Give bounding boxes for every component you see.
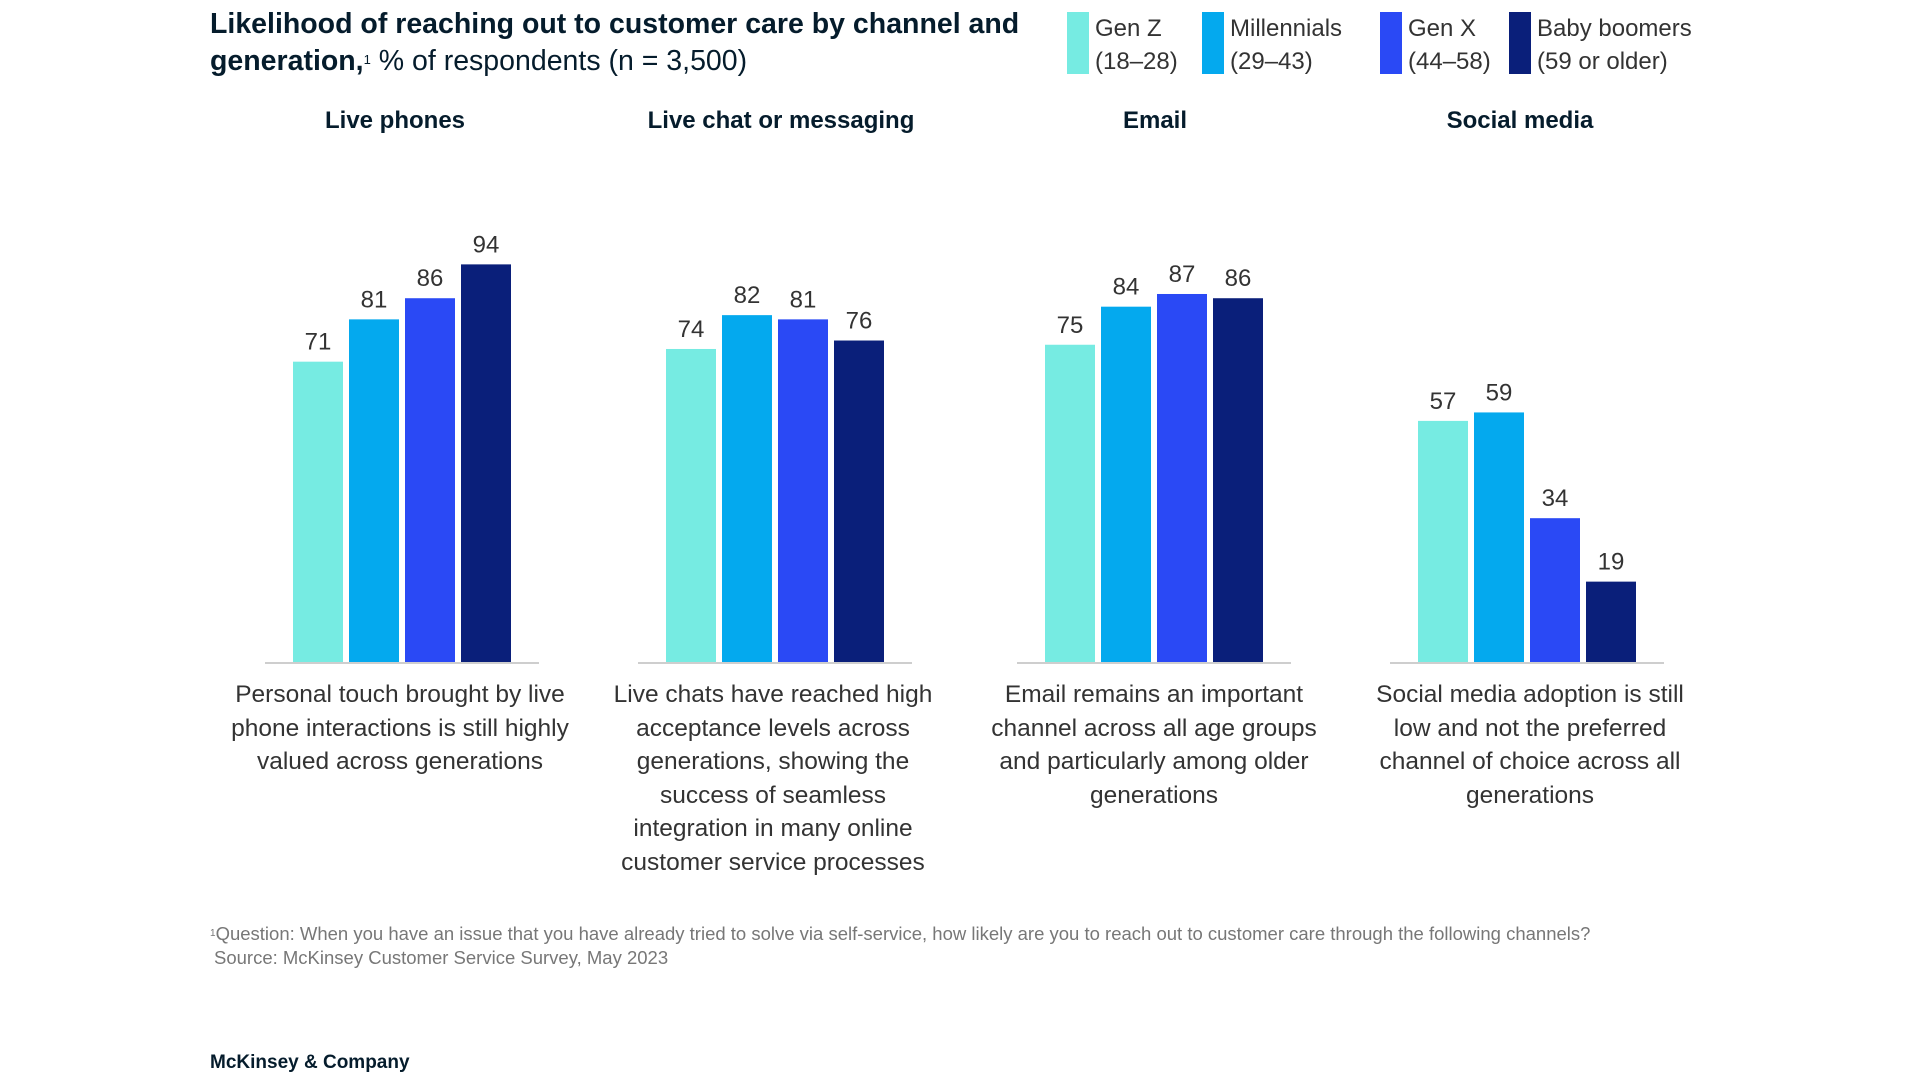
legend-item-gen-x: Gen X (44–58) <box>1380 12 1491 78</box>
legend-label-millennials: Millennials <box>1230 15 1343 42</box>
footnote-question: Question: When you have an issue that yo… <box>215 923 1591 944</box>
data-label-social-media-baby-boomers: 19 <box>1598 549 1625 576</box>
chart-subtitle: % of respondents (n = 3,500) <box>370 45 748 77</box>
legend-item-millennials: Millennials (29–43) <box>1202 12 1342 78</box>
bar-live-chat-or-messaging-gen-z <box>666 348 716 662</box>
data-label-live-phones-millennials: 81 <box>361 286 388 313</box>
panel-title-live-phones: Live phones <box>325 107 465 134</box>
data-label-email-baby-boomers: 86 <box>1225 265 1252 292</box>
bar-social-media-millennials <box>1474 412 1524 662</box>
bar-social-media-baby-boomers <box>1586 581 1636 662</box>
data-label-live-phones-baby-boomers: 94 <box>473 231 500 258</box>
bar-email-gen-x <box>1157 293 1207 662</box>
legend-swatch-gen-z <box>1067 12 1089 74</box>
footnote-source: Source: McKinsey Customer Service Survey… <box>214 947 669 968</box>
bar-live-phones-millennials <box>349 319 399 662</box>
panel-live-phones: Live phones 71 81 86 94 <box>265 107 539 664</box>
legend-swatch-baby-boomers <box>1509 12 1531 74</box>
data-label-email-gen-z: 75 <box>1057 312 1084 339</box>
panel-social-media: Social media 57 59 34 19 <box>1390 107 1664 664</box>
legend-range-gen-z: (18–28) <box>1095 48 1178 75</box>
data-label-live-phones-gen-z: 71 <box>305 329 332 356</box>
bar-email-gen-z <box>1045 344 1095 662</box>
chart-title-bold: Likelihood of reaching out to customer c… <box>210 8 1020 77</box>
bar-live-chat-or-messaging-millennials <box>722 315 772 662</box>
panel-email: Email 75 84 87 86 <box>1017 107 1291 664</box>
bar-social-media-gen-x <box>1530 518 1580 662</box>
bar-live-phones-gen-z <box>293 361 343 662</box>
legend-label-baby-boomers: Baby boomers <box>1537 15 1692 42</box>
footnote-mark: 1 <box>210 928 216 939</box>
bar-live-chat-or-messaging-gen-x <box>778 319 828 662</box>
panel-title-live-chat-or-messaging: Live chat or messaging <box>648 107 915 134</box>
footnote: 1Question: When you have an issue that y… <box>210 922 1610 970</box>
legend-label-gen-z: Gen Z <box>1095 15 1162 42</box>
legend-label-gen-x: Gen X <box>1408 15 1477 42</box>
data-label-live-chat-or-messaging-gen-x: 81 <box>790 286 817 313</box>
bar-social-media-gen-z <box>1418 420 1468 662</box>
title-footnote-mark: 1 <box>363 52 371 67</box>
caption-live-chat: Live chats have reached high acceptance … <box>613 681 933 876</box>
data-label-email-millennials: 84 <box>1113 274 1140 301</box>
bar-email-millennials <box>1101 306 1151 662</box>
legend-range-gen-x: (44–58) <box>1408 48 1491 75</box>
chart-title: Likelihood of reaching out to customer c… <box>210 6 1070 80</box>
bar-live-chat-or-messaging-baby-boomers <box>834 340 884 662</box>
bar-live-phones-baby-boomers <box>461 264 511 662</box>
legend-swatch-millennials <box>1202 12 1224 74</box>
bar-chart: Live phones 71 81 86 94 Live chat or messagin… <box>265 107 1664 664</box>
caption-social-media: Social media adoption is still low and n… <box>1376 681 1684 809</box>
caption-live-phones: Personal touch brought by live phone int… <box>231 681 569 775</box>
legend-range-millennials: (29–43) <box>1230 48 1313 75</box>
panel-live-chat-or-messaging: Live chat or messaging 74 82 81 76 <box>638 107 915 664</box>
legend-item-gen-z: Gen Z (18–28) <box>1067 12 1178 78</box>
data-label-email-gen-x: 87 <box>1169 261 1196 288</box>
data-label-social-media-gen-z: 57 <box>1430 388 1457 415</box>
data-label-live-chat-or-messaging-baby-boomers: 76 <box>846 308 873 335</box>
legend-range-baby-boomers: (59 or older) <box>1537 48 1668 75</box>
legend-item-baby-boomers: Baby boomers (59 or older) <box>1509 12 1692 78</box>
data-label-live-phones-gen-x: 86 <box>417 265 444 292</box>
brand-logo-text: McKinsey & Company <box>210 1052 410 1073</box>
data-label-live-chat-or-messaging-millennials: 82 <box>734 282 761 309</box>
legend-swatch-gen-x <box>1380 12 1402 74</box>
caption-email: Email remains an important channel acros… <box>991 681 1317 809</box>
panel-title-social-media: Social media <box>1447 107 1594 134</box>
bar-live-phones-gen-x <box>405 298 455 662</box>
panel-title-email: Email <box>1123 107 1187 134</box>
data-label-social-media-millennials: 59 <box>1486 379 1513 406</box>
data-label-live-chat-or-messaging-gen-z: 74 <box>678 316 705 343</box>
data-label-social-media-gen-x: 34 <box>1542 485 1569 512</box>
bar-email-baby-boomers <box>1213 298 1263 662</box>
